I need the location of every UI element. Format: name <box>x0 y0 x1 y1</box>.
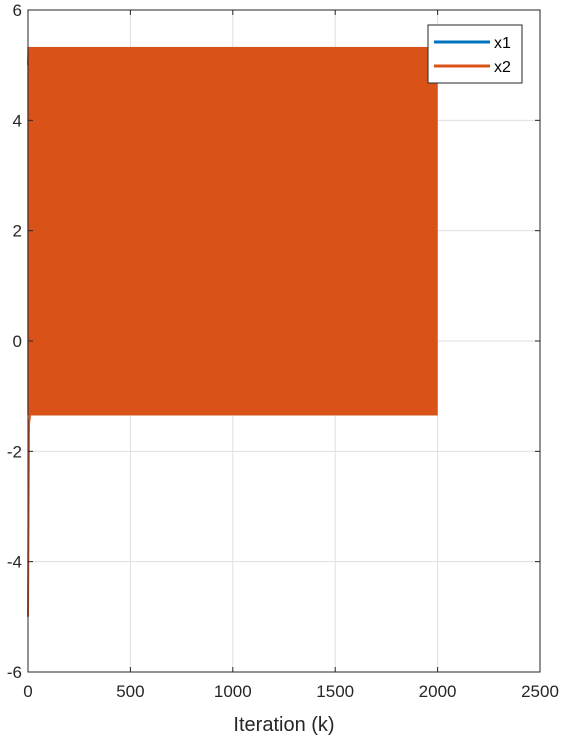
x-tick-label: 2000 <box>419 682 457 701</box>
y-tick-label: 0 <box>13 332 22 351</box>
x-tick-label: 0 <box>23 682 32 701</box>
y-tick-label: -4 <box>7 553 22 572</box>
series-layer <box>27 46 438 617</box>
y-tick-label: 4 <box>13 111 22 130</box>
legend-label-x2: x2 <box>494 59 511 76</box>
series-x2-band <box>28 46 438 416</box>
tick-labels: 0 500 1000 1500 2000 2500 -6 -4 -2 0 2 4 6 <box>7 1 559 701</box>
x-tick-label: 1000 <box>214 682 252 701</box>
y-tick-label: 2 <box>13 222 22 241</box>
x-tick-label: 1500 <box>316 682 354 701</box>
x-tick-label: 2500 <box>521 682 559 701</box>
y-tick-label: -6 <box>7 663 22 682</box>
y-tick-label: 6 <box>13 1 22 20</box>
y-tick-label: -2 <box>7 442 22 461</box>
x-axis-label: Iteration (k) <box>233 714 334 736</box>
legend-label-x1: x1 <box>494 35 511 52</box>
x-tick-label: 500 <box>116 682 144 701</box>
series-x2 <box>27 46 438 617</box>
legend-box <box>427 24 523 84</box>
ticks <box>27 9 541 673</box>
